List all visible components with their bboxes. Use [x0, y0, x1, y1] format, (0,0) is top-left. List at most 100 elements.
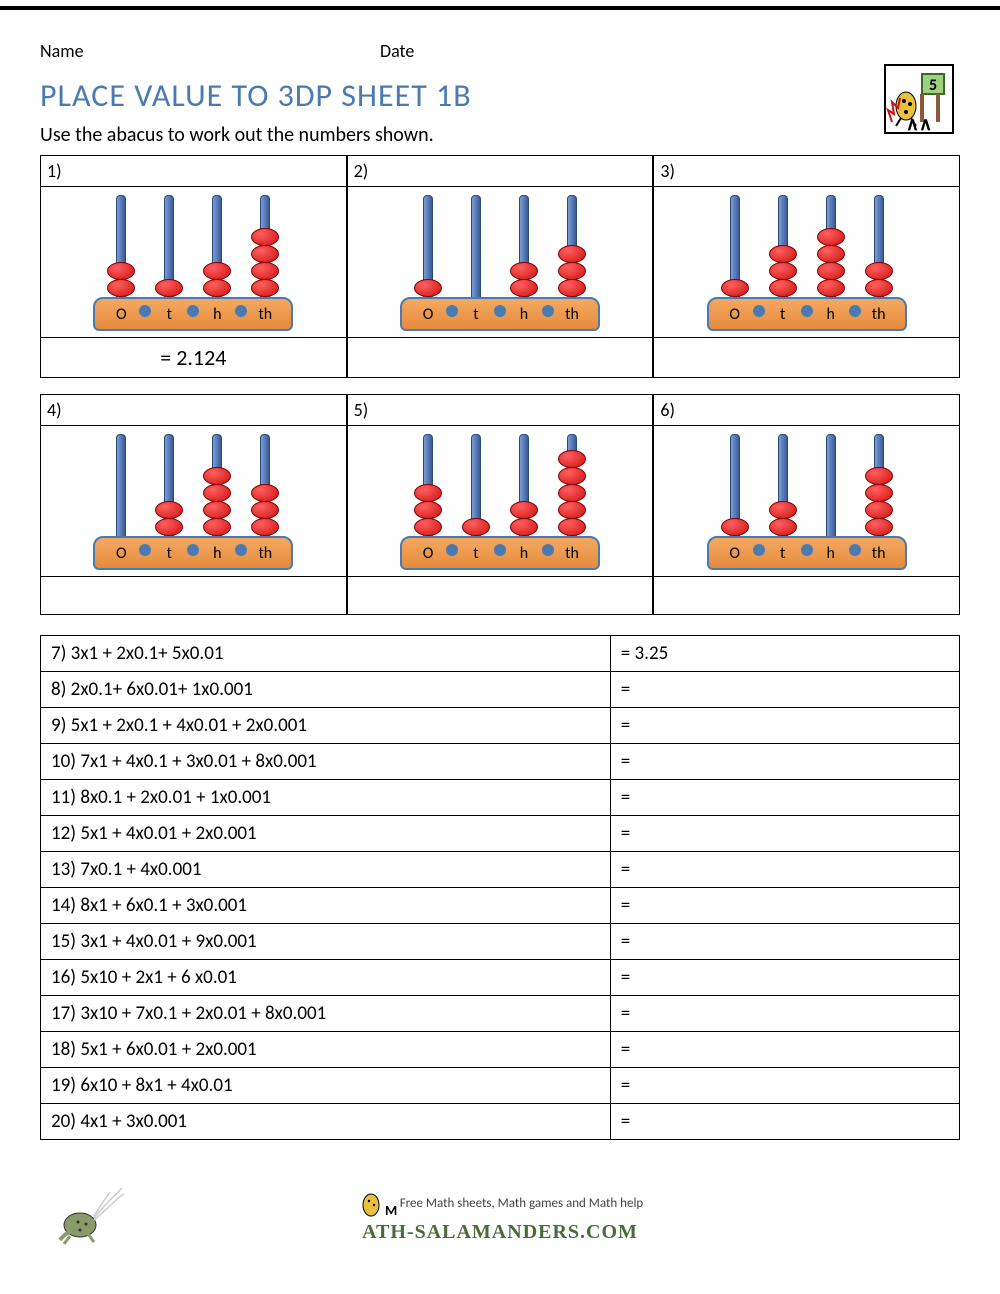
footer-logo-icon: M — [357, 1187, 397, 1221]
bead — [865, 484, 893, 502]
bead — [251, 484, 279, 502]
abacus-diagram: Othth — [654, 187, 959, 337]
question-number: 5) — [348, 395, 653, 426]
expression-answer: = — [610, 672, 959, 708]
svg-text:M: M — [385, 1202, 397, 1219]
rod-label: h — [202, 544, 232, 563]
bead — [558, 450, 586, 468]
abacus-cell: 1)Othth= 2.124 — [40, 155, 347, 378]
separator-dot — [849, 305, 861, 317]
rod-label: t — [461, 305, 491, 324]
salamander-logo-icon: 5 ∧∧ — [886, 66, 952, 132]
expression-question: 9) 5x1 + 2x0.1 + 4x0.01 + 2x0.001 — [41, 708, 611, 744]
separator-dot — [801, 544, 813, 556]
footer-text: M Free Math sheets, Math games and Math … — [130, 1187, 870, 1244]
rod-label: th — [557, 305, 587, 324]
worksheet-page: Name Date 5 ∧∧ PLACE VALUE TO 3DP SHEET … — [0, 6, 1000, 1270]
expression-answer: = — [610, 708, 959, 744]
bead — [414, 518, 442, 536]
bead — [107, 262, 135, 280]
table-row: 7) 3x1 + 2x0.1+ 5x0.01= 3.25 — [41, 636, 960, 672]
rod-label: O — [106, 305, 136, 324]
table-row: 8) 2x0.1+ 6x0.01+ 1x0.001= — [41, 672, 960, 708]
table-row: 9) 5x1 + 2x0.1 + 4x0.01 + 2x0.001= — [41, 708, 960, 744]
bead — [510, 518, 538, 536]
bead — [203, 262, 231, 280]
rod-label: h — [816, 544, 846, 563]
abacus-cell: 4)Othth — [40, 394, 347, 615]
abacus-diagram: Othth — [348, 426, 653, 576]
rod-label: h — [816, 305, 846, 324]
bead — [510, 262, 538, 280]
expression-question: 12) 5x1 + 4x0.01 + 2x0.001 — [41, 816, 611, 852]
expression-question: 11) 8x0.1 + 2x0.01 + 1x0.001 — [41, 780, 611, 816]
bead — [769, 501, 797, 519]
header-row: Name Date — [40, 40, 960, 62]
bead — [558, 279, 586, 297]
rod — [116, 434, 126, 540]
bead — [251, 262, 279, 280]
question-number: 2) — [348, 156, 653, 187]
rod-label: h — [202, 305, 232, 324]
bead — [414, 279, 442, 297]
bead — [155, 279, 183, 297]
bead — [155, 501, 183, 519]
expression-question: 10) 7x1 + 4x0.1 + 3x0.01 + 8x0.001 — [41, 744, 611, 780]
abacus-diagram: Othth — [41, 426, 346, 576]
rod-label: t — [154, 544, 184, 563]
abacus-cell: 5)Othth — [347, 394, 654, 615]
bead — [203, 279, 231, 297]
bead — [558, 501, 586, 519]
bead — [251, 245, 279, 263]
expression-answer: = — [610, 780, 959, 816]
expression-answer: = — [610, 1104, 959, 1140]
footer-site: ATH-SALAMANDERS.COM — [362, 1221, 638, 1243]
bead — [251, 518, 279, 536]
expression-answer: = — [610, 924, 959, 960]
rod-label: th — [250, 305, 280, 324]
rod-label: h — [509, 544, 539, 563]
abacus-answer — [348, 576, 653, 614]
abacus-diagram: Othth — [348, 187, 653, 337]
table-row: 18) 5x1 + 6x0.01 + 2x0.001= — [41, 1032, 960, 1068]
expression-question: 13) 7x0.1 + 4x0.001 — [41, 852, 611, 888]
expression-answer: = — [610, 816, 959, 852]
expression-answer: = 3.25 — [610, 636, 959, 672]
salamander-icon — [50, 1180, 130, 1250]
rod-label: t — [768, 544, 798, 563]
bead — [203, 518, 231, 536]
rod-label: t — [768, 305, 798, 324]
table-row: 11) 8x0.1 + 2x0.01 + 1x0.001= — [41, 780, 960, 816]
expression-question: 16) 5x10 + 2x1 + 6 x0.01 — [41, 960, 611, 996]
bead — [817, 279, 845, 297]
bead — [558, 518, 586, 536]
bead — [865, 279, 893, 297]
rod-label: h — [509, 305, 539, 324]
separator-dot — [446, 544, 458, 556]
question-number: 6) — [654, 395, 959, 426]
bead — [721, 279, 749, 297]
name-label: Name — [40, 40, 380, 62]
expression-answer: = — [610, 888, 959, 924]
rod-label: th — [864, 544, 894, 563]
bead — [203, 484, 231, 502]
instruction-text: Use the abacus to work out the numbers s… — [40, 123, 960, 147]
abacus-diagram: Othth — [41, 187, 346, 337]
abacus-row: 4)Othth5)Othth6)Othth — [40, 394, 960, 615]
bead — [414, 501, 442, 519]
rod-label: O — [720, 305, 750, 324]
bead — [865, 262, 893, 280]
rod-label: O — [413, 544, 443, 563]
bead — [817, 228, 845, 246]
expression-answer: = — [610, 1032, 959, 1068]
rod-label: O — [106, 544, 136, 563]
worksheet-title: PLACE VALUE TO 3DP SHEET 1B — [40, 76, 960, 115]
svg-text:∧∧: ∧∧ — [906, 113, 932, 132]
bead — [865, 518, 893, 536]
bead — [251, 501, 279, 519]
abacus-row: 1)Othth= 2.1242)Othth3)Othth — [40, 155, 960, 378]
separator-dot — [753, 544, 765, 556]
expression-question: 8) 2x0.1+ 6x0.01+ 1x0.001 — [41, 672, 611, 708]
rod-label: t — [461, 544, 491, 563]
bead — [558, 245, 586, 263]
